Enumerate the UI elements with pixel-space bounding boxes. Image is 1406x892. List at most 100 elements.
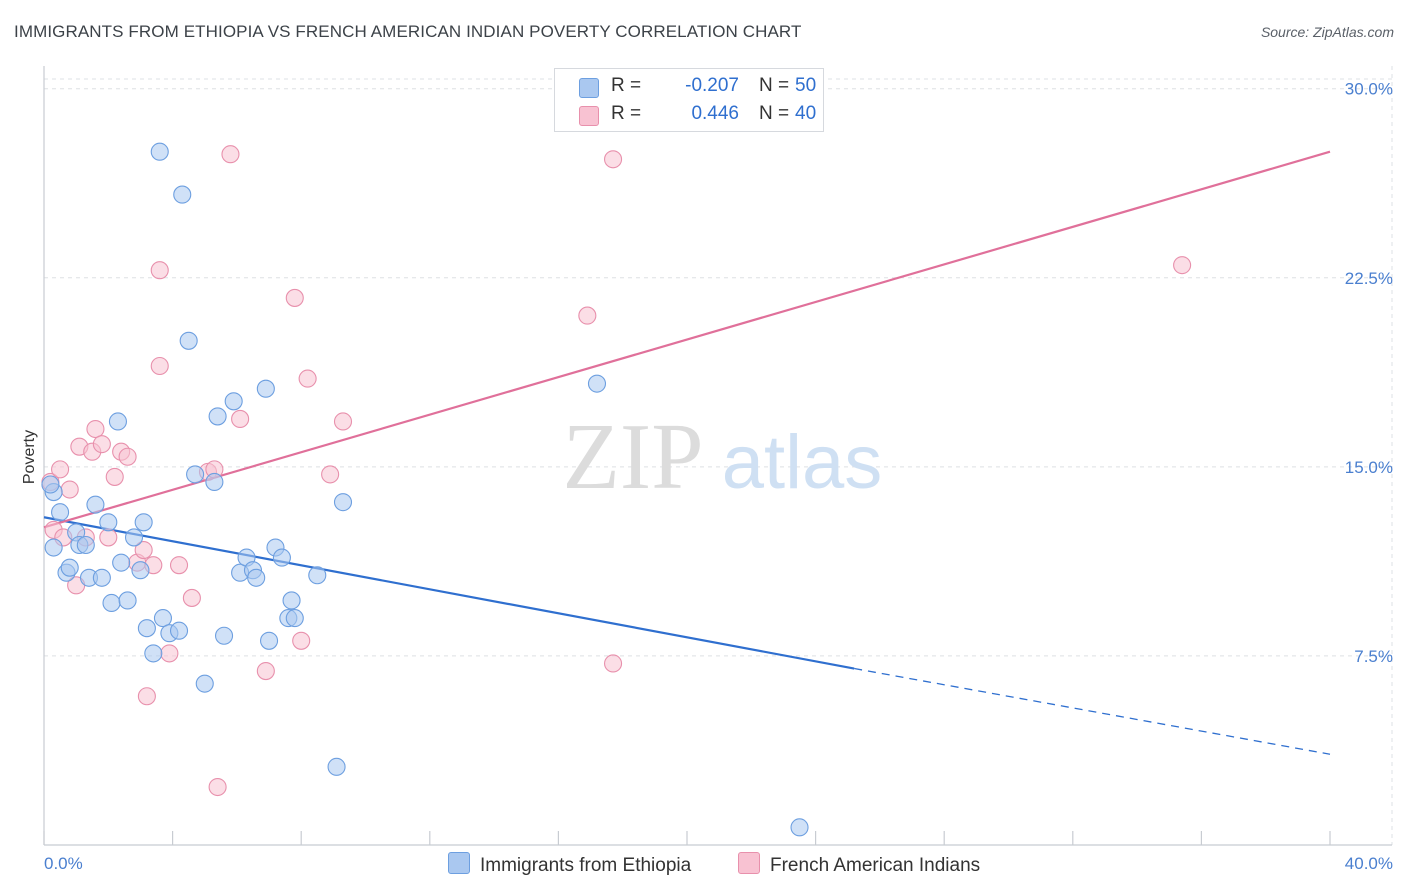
ethiopia-point — [60, 558, 79, 577]
french-american-indian-point — [604, 150, 623, 169]
french-american-indian-point — [285, 288, 304, 307]
french-american-indian-trend-line — [43, 150, 1331, 529]
series-legend-label: Immigrants from Ethiopia — [480, 855, 692, 876]
y-tick-label: 30.0% — [1345, 80, 1393, 99]
ethiopia-point — [205, 472, 224, 492]
ethiopia-point — [153, 609, 173, 628]
ethiopia-point — [186, 465, 205, 484]
ethiopia-point — [134, 513, 153, 532]
watermark: ZIP atlas — [563, 405, 883, 509]
correlation-legend: R = -0.207 N = 50 R = 0.446 N = 40 — [554, 68, 824, 132]
french-american-indian-point — [86, 419, 105, 439]
french-american-indian-point — [150, 261, 169, 280]
french-american-indian-point — [134, 540, 153, 560]
source-label: Source: ZipAtlas.com — [1260, 24, 1394, 40]
ethiopia-point — [282, 591, 301, 610]
legend-swatch-blue — [579, 78, 599, 98]
legend-n-value: 40 — [795, 103, 817, 124]
grid-lines — [44, 66, 1393, 845]
ethiopia-point — [214, 626, 234, 645]
french-american-indian-point — [221, 145, 240, 164]
ethiopia-point — [108, 412, 127, 431]
ethiopia-point — [224, 392, 243, 411]
french-american-indian-point — [99, 528, 118, 547]
y-tick-label: 22.5% — [1345, 269, 1393, 288]
ethiopia-point — [195, 674, 214, 693]
french-american-indian-point — [118, 447, 137, 466]
ethiopia-trend-line — [43, 516, 855, 670]
french-american-indian-point — [105, 467, 124, 486]
legend-swatch-pink — [579, 106, 599, 126]
watermark-atlas: atlas — [722, 420, 883, 505]
legend-r-label: R = — [611, 75, 642, 96]
y-axis-title: Poverty — [21, 430, 38, 484]
legend-n-label: N = — [759, 75, 790, 96]
legend-r-value: -0.207 — [685, 75, 739, 96]
french-american-indian-point — [578, 306, 597, 325]
ethiopia-point — [285, 609, 304, 628]
ethiopia-point — [587, 374, 607, 393]
series-legend-label: French American Indians — [770, 855, 981, 876]
ethiopia-point — [173, 185, 192, 204]
french-american-indian-point — [292, 631, 311, 650]
axes — [43, 66, 1392, 846]
french-american-indian-point — [321, 465, 340, 484]
trend-lines — [43, 150, 1331, 755]
french-american-indian-point — [51, 460, 70, 479]
legend-n-label: N = — [759, 103, 790, 124]
ethiopia-point — [308, 566, 327, 585]
ethiopia-point — [790, 818, 809, 837]
french-american-indian-point — [160, 644, 179, 663]
data-points — [41, 89, 1192, 837]
ethiopia-point — [327, 757, 346, 776]
ethiopia-point — [259, 631, 279, 650]
ethiopia-point — [179, 331, 198, 350]
legend-r-label: R = — [611, 103, 642, 124]
legend-r-value: 0.446 — [691, 103, 739, 124]
x-tick-label-max: 40.0% — [1345, 854, 1393, 873]
ethiopia-point — [102, 593, 121, 613]
ethiopia-point — [99, 513, 118, 532]
chart-title: IMMIGRANTS FROM ETHIOPIA VS FRENCH AMERI… — [14, 22, 802, 41]
french-american-indian-point — [182, 588, 201, 607]
french-american-indian-point — [150, 356, 169, 376]
ethiopia-point — [247, 568, 266, 587]
ethiopia-point — [92, 568, 111, 587]
ethiopia-point — [150, 142, 169, 161]
ethiopia-trend-extension — [854, 667, 1331, 755]
ethiopia-point — [333, 493, 353, 512]
tick-labels: 7.5% 15.0% 22.5% 30.0% 0.0% 40.0% — [44, 80, 1393, 873]
legend-n-value: 50 — [795, 75, 817, 96]
series-legend-french-american-indians[interactable]: French American Indians — [738, 852, 980, 877]
y-tick-label: 15.0% — [1345, 458, 1393, 477]
french-american-indian-point — [92, 435, 111, 454]
ethiopia-point — [208, 407, 227, 426]
french-american-indian-point — [208, 777, 227, 797]
french-american-indian-point — [333, 412, 353, 431]
ethiopia-point — [131, 561, 150, 580]
ethiopia-point — [118, 591, 137, 610]
french-american-indian-point — [137, 687, 156, 706]
ethiopia-point — [51, 503, 70, 522]
french-american-indian-point — [604, 654, 623, 673]
ethiopia-point — [112, 553, 131, 572]
french-american-indian-point — [256, 661, 275, 681]
french-american-indian-point — [231, 409, 250, 428]
ethiopia-point — [86, 495, 105, 514]
x-tick-label-min: 0.0% — [44, 854, 83, 873]
series-legend-ethiopia[interactable]: Immigrants from Ethiopia — [448, 852, 691, 877]
y-tick-label: 7.5% — [1354, 647, 1393, 666]
ethiopia-point — [137, 619, 156, 638]
ethiopia-point — [169, 621, 189, 640]
ethiopia-point — [76, 535, 95, 555]
ethiopia-point — [272, 548, 291, 567]
watermark-zip: ZIP — [563, 405, 704, 509]
french-american-indian-point — [60, 480, 79, 499]
legend-swatch-blue — [448, 852, 470, 874]
ethiopia-point — [44, 538, 63, 557]
french-american-indian-point — [169, 556, 189, 575]
ethiopia-point — [256, 379, 275, 398]
ethiopia-point — [124, 528, 144, 547]
french-american-indian-point — [298, 369, 317, 388]
